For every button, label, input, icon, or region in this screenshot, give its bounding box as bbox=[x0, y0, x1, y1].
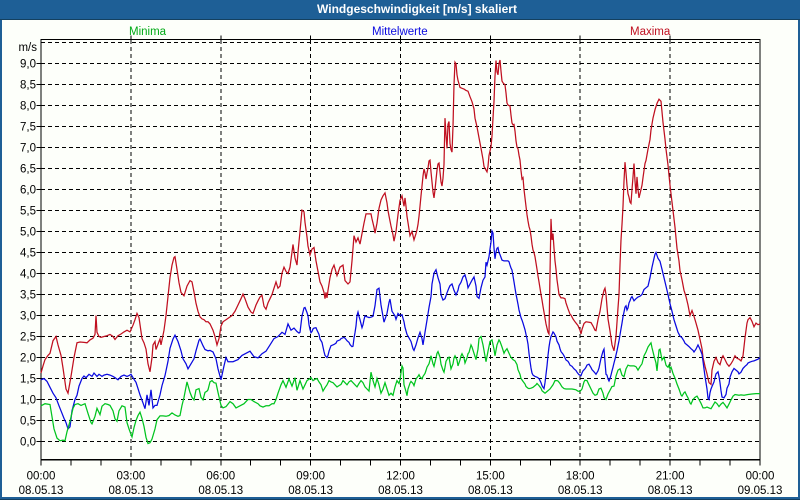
svg-text:08.05.13: 08.05.13 bbox=[109, 485, 154, 497]
svg-text:9,0: 9,0 bbox=[20, 59, 36, 71]
svg-text:00:00: 00:00 bbox=[27, 471, 56, 483]
svg-text:5,5: 5,5 bbox=[20, 206, 36, 218]
svg-text:6,0: 6,0 bbox=[20, 185, 36, 197]
svg-text:15:00: 15:00 bbox=[476, 471, 505, 483]
svg-text:08.05.13: 08.05.13 bbox=[468, 485, 513, 497]
svg-text:3,5: 3,5 bbox=[20, 290, 36, 302]
svg-text:1,0: 1,0 bbox=[20, 395, 36, 407]
svg-text:21:00: 21:00 bbox=[656, 471, 685, 483]
svg-text:8,0: 8,0 bbox=[20, 101, 36, 113]
svg-text:09:00: 09:00 bbox=[296, 471, 325, 483]
svg-text:0,5: 0,5 bbox=[20, 416, 36, 428]
svg-text:00:00: 00:00 bbox=[746, 471, 775, 483]
svg-text:3,0: 3,0 bbox=[20, 311, 36, 323]
svg-text:4,0: 4,0 bbox=[20, 269, 36, 281]
svg-text:2,0: 2,0 bbox=[20, 353, 36, 365]
svg-text:08.05.13: 08.05.13 bbox=[558, 485, 603, 497]
svg-text:8,5: 8,5 bbox=[20, 80, 36, 92]
svg-text:7,0: 7,0 bbox=[20, 143, 36, 155]
svg-text:08.05.13: 08.05.13 bbox=[19, 485, 64, 497]
svg-text:09.05.13: 09.05.13 bbox=[738, 485, 783, 497]
svg-text:m/s: m/s bbox=[18, 42, 37, 54]
svg-text:7,5: 7,5 bbox=[20, 122, 36, 134]
svg-text:0,0: 0,0 bbox=[20, 437, 36, 449]
svg-text:4,5: 4,5 bbox=[20, 248, 36, 260]
svg-text:06:00: 06:00 bbox=[206, 471, 235, 483]
svg-text:18:00: 18:00 bbox=[566, 471, 595, 483]
svg-text:6,5: 6,5 bbox=[20, 164, 36, 176]
svg-text:08.05.13: 08.05.13 bbox=[378, 485, 423, 497]
svg-text:12:00: 12:00 bbox=[386, 471, 415, 483]
svg-text:08.05.13: 08.05.13 bbox=[288, 485, 333, 497]
svg-text:08.05.13: 08.05.13 bbox=[198, 485, 243, 497]
svg-text:5,0: 5,0 bbox=[20, 227, 36, 239]
svg-text:1,5: 1,5 bbox=[20, 374, 36, 386]
svg-text:03:00: 03:00 bbox=[117, 471, 146, 483]
svg-text:08.05.13: 08.05.13 bbox=[648, 485, 693, 497]
svg-text:2,5: 2,5 bbox=[20, 332, 36, 344]
